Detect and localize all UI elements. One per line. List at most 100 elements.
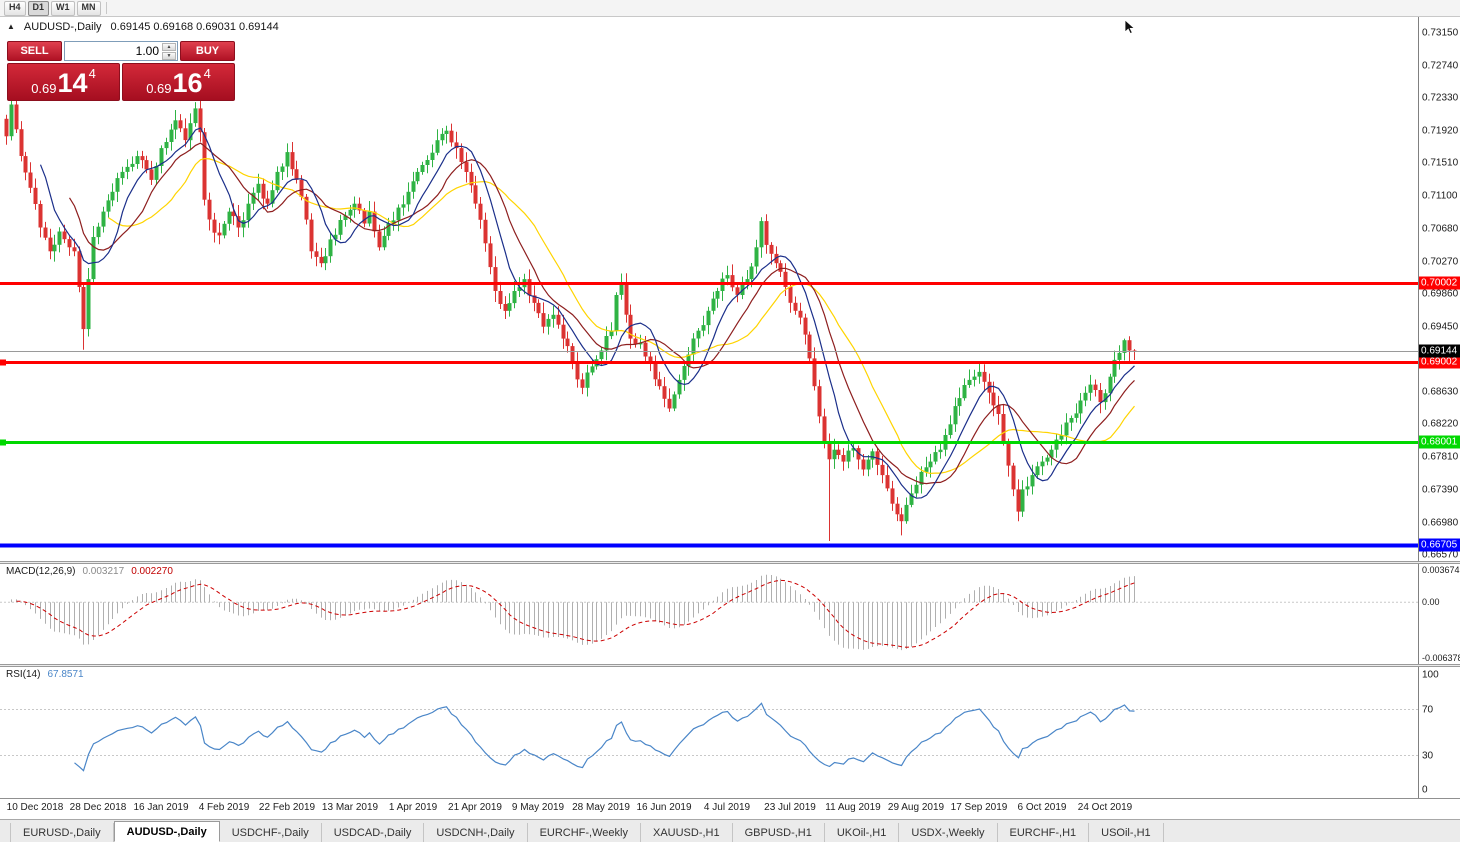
sell-button[interactable]: SELL <box>7 41 62 61</box>
macd-tick: 0.003674 <box>1422 565 1460 575</box>
price-tick: 0.70680 <box>1422 223 1459 235</box>
mouse-cursor-icon <box>1124 19 1136 35</box>
buy-price-button[interactable]: 0.69 16 4 <box>122 63 235 101</box>
chart-tab-usdx-weekly[interactable]: USDX-,Weekly <box>899 823 998 842</box>
date-label: 21 Apr 2019 <box>448 802 502 813</box>
rsi-label: RSI(14) 67.8571 <box>6 669 84 680</box>
date-label: 13 Mar 2019 <box>321 802 379 813</box>
date-label: 9 May 2019 <box>511 802 565 813</box>
price-tick: 0.67390 <box>1422 484 1459 496</box>
chart-tab-usdcnh-daily[interactable]: USDCNH-,Daily <box>424 823 528 842</box>
spinner-down-icon[interactable]: ▼ <box>162 52 176 60</box>
price-tick: 0.66570 <box>1422 549 1459 561</box>
date-label: 17 Sep 2019 <box>950 802 1008 813</box>
timeframe-button-D1[interactable]: D1 <box>27 0 50 16</box>
date-label: 4 Jul 2019 <box>703 802 751 813</box>
chart-tab-eurchf-h1[interactable]: EURCHF-,H1 <box>998 823 1090 842</box>
rsi-tick: 70 <box>1422 704 1434 715</box>
ma-medium[interactable] <box>68 142 1135 485</box>
buy-price-pips: 16 <box>172 68 203 98</box>
date-label: 24 Oct 2019 <box>1077 802 1133 813</box>
chart-tab-eurchf-weekly[interactable]: EURCHF-,Weekly <box>528 823 641 842</box>
chart-symbol-period: AUDUSD-,Daily <box>23 21 102 33</box>
chart-tab-xauusd-h1[interactable]: XAUUSD-,H1 <box>641 823 733 842</box>
date-label: 6 Oct 2019 <box>1017 802 1067 813</box>
volume-spinner[interactable]: ▲ ▼ <box>162 43 176 60</box>
price-tick: 0.73150 <box>1422 27 1459 39</box>
chart-ohlc: 0.69145 0.69168 0.69031 0.69144 <box>110 21 279 33</box>
macd-name: MACD(12,26,9) <box>6 566 76 577</box>
volume-value: 1.00 <box>135 44 159 58</box>
chart-tab-audusd-daily[interactable]: AUDUSD-,Daily <box>113 821 220 842</box>
rsi-chart[interactable] <box>0 667 1418 798</box>
toolbar-separator <box>105 2 107 14</box>
price-badge-0.70002: 0.70002 <box>1419 276 1460 290</box>
date-label: 23 Jul 2019 <box>764 802 816 813</box>
date-label: 11 Aug 2019 <box>825 802 881 813</box>
price-tick: 0.68220 <box>1422 418 1459 430</box>
spinner-up-icon[interactable]: ▲ <box>162 43 176 51</box>
time-axis[interactable]: 10 Dec 2018 28 Dec 2018 16 Jan 2019 4 Feb 2… <box>0 798 1460 819</box>
price-tick: 0.70270 <box>1422 256 1459 268</box>
pane-splitter[interactable] <box>0 561 1460 564</box>
price-tick: 0.66980 <box>1422 517 1459 529</box>
one-click-trading-panel: SELL 1.00 ▲ ▼ BUY 0.69 14 4 0.69 <box>7 41 235 101</box>
rsi-tick: 0 <box>1422 784 1428 796</box>
price-axis[interactable]: 0.73150 0.72740 0.72330 0.71920 0.71510 0.711… <box>1418 17 1460 561</box>
buy-price-point: 4 <box>203 66 211 81</box>
price-tick: 0.71100 <box>1422 190 1458 202</box>
price-tick: 0.72330 <box>1422 92 1459 104</box>
date-label: 29 Aug 2019 <box>887 802 945 813</box>
date-label: 4 Feb 2019 <box>198 802 250 813</box>
timeframe-button-W1[interactable]: W1 <box>51 0 75 16</box>
date-label: 1 Apr 2019 <box>388 802 438 813</box>
ma-fast[interactable] <box>39 127 1135 499</box>
timeframe-toolbar: H4 D1 W1 MN <box>0 0 1460 17</box>
price-badge-0.66705: 0.66705 <box>1419 538 1460 552</box>
timeframe-button-MN[interactable]: MN <box>76 0 101 16</box>
sell-price-button[interactable]: 0.69 14 4 <box>7 63 120 101</box>
macd-tick: -0.006378 <box>1422 653 1460 663</box>
price-badge-0.69002: 0.69002 <box>1419 355 1460 369</box>
macd-histogram <box>11 574 1135 651</box>
sell-price-point: 4 <box>88 66 96 81</box>
ma-slow[interactable] <box>108 157 1135 475</box>
chart-tab-usoil-h1[interactable]: USOil-,H1 <box>1089 823 1164 842</box>
timeframe-button-H4[interactable]: H4 <box>4 0 26 16</box>
date-label: 22 Feb 2019 <box>258 802 316 813</box>
macd-signal-value: 0.002270 <box>131 566 173 577</box>
rsi-tick: 30 <box>1422 750 1434 761</box>
macd-pane: MACD(12,26,9) 0.003217 0.002270 0.003674 0.… <box>0 564 1460 664</box>
rsi-line <box>74 702 1135 772</box>
macd-chart[interactable] <box>0 564 1418 664</box>
hline-handle-0.69002[interactable] <box>0 359 6 366</box>
chart-tab-usdcad-daily[interactable]: USDCAD-,Daily <box>322 823 425 842</box>
price-tick: 0.69450 <box>1422 321 1459 333</box>
date-label: 16 Jan 2019 <box>133 802 189 813</box>
macd-tick: 0.00 <box>1422 597 1440 608</box>
chart-info: ▲ AUDUSD-,Daily 0.69145 0.69168 0.69031 … <box>7 21 279 33</box>
macd-axis[interactable]: 0.003674 0.00 -0.006378 <box>1418 564 1460 664</box>
buy-button[interactable]: BUY <box>180 41 235 61</box>
chart-tab-ukoil-h1[interactable]: UKOil-,H1 <box>825 823 900 842</box>
chart-tab-eurusd-daily[interactable]: EURUSD-,Daily <box>10 823 114 842</box>
price-tick: 0.72740 <box>1422 60 1459 72</box>
chart-tab-gbpusd-h1[interactable]: GBPUSD-,H1 <box>733 823 825 842</box>
date-label: 28 May 2019 <box>572 802 630 813</box>
price-tick: 0.71510 <box>1422 157 1459 169</box>
pane-splitter[interactable] <box>0 664 1460 667</box>
candlestick-chart[interactable] <box>0 17 1418 561</box>
sell-price-pips: 14 <box>57 68 88 98</box>
hline-handle-0.68001[interactable] <box>0 439 6 446</box>
rsi-value: 67.8571 <box>47 669 84 680</box>
price-badge-0.68001: 0.68001 <box>1419 435 1460 449</box>
chart-tab-usdchf-daily[interactable]: USDCHF-,Daily <box>220 823 322 842</box>
price-chart-pane: ▲ AUDUSD-,Daily 0.69145 0.69168 0.69031 … <box>0 17 1460 561</box>
price-tick: 0.71920 <box>1422 125 1459 137</box>
rsi-tick: 100 <box>1422 669 1439 681</box>
price-badge-0.69144: 0.69144 <box>1419 344 1460 358</box>
collapse-panel-icon[interactable]: ▲ <box>7 22 15 31</box>
rsi-axis[interactable]: 100 70 30 0 <box>1418 667 1460 798</box>
volume-input[interactable]: 1.00 ▲ ▼ <box>64 41 178 61</box>
